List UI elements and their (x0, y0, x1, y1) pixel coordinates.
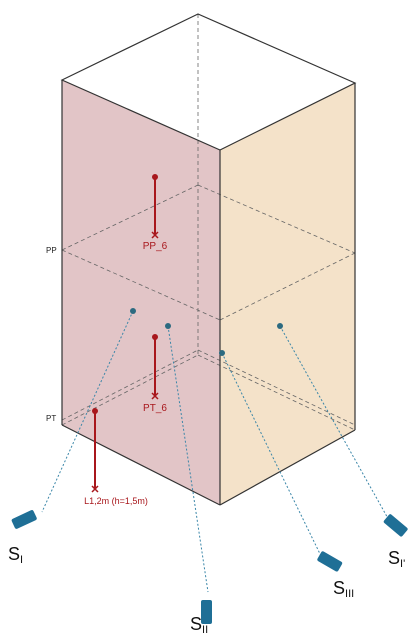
text: III (345, 588, 354, 600)
text: I (20, 554, 23, 566)
marker: PP_6 (143, 174, 168, 252)
marker: PT_6 (143, 334, 167, 414)
svg-text:PT_6: PT_6 (143, 403, 167, 414)
marker: L1,2m (h=1,5m) (84, 408, 148, 506)
hidden-edges (61, 14, 356, 431)
sensor-lines (41, 308, 391, 593)
plane-label: PP (46, 246, 57, 255)
text: I' (400, 558, 405, 570)
left-face (62, 80, 220, 505)
text: S (388, 548, 400, 568)
text: II (202, 624, 208, 635)
svg-text:PP_6: PP_6 (143, 241, 168, 252)
text: PP_6 (143, 241, 168, 252)
plane-label: PT (46, 414, 56, 423)
sensor-label: SIII (333, 578, 354, 600)
text: PT (46, 414, 56, 423)
text: S (8, 544, 20, 564)
text: S (190, 614, 202, 634)
sensor-icons (11, 510, 408, 624)
text: S (333, 578, 345, 598)
box-edges (60, 13, 357, 506)
sensor-label: SI (8, 544, 23, 566)
svg-text:L1,2m (h=1,5m): L1,2m (h=1,5m) (84, 496, 148, 506)
sensor-label: SII (190, 614, 208, 635)
top-face (62, 14, 355, 150)
text: L1,2m (h=1,5m) (84, 496, 148, 506)
text: PP (46, 246, 57, 255)
text: PT_6 (143, 403, 167, 414)
sensor-label: SI' (388, 548, 405, 570)
